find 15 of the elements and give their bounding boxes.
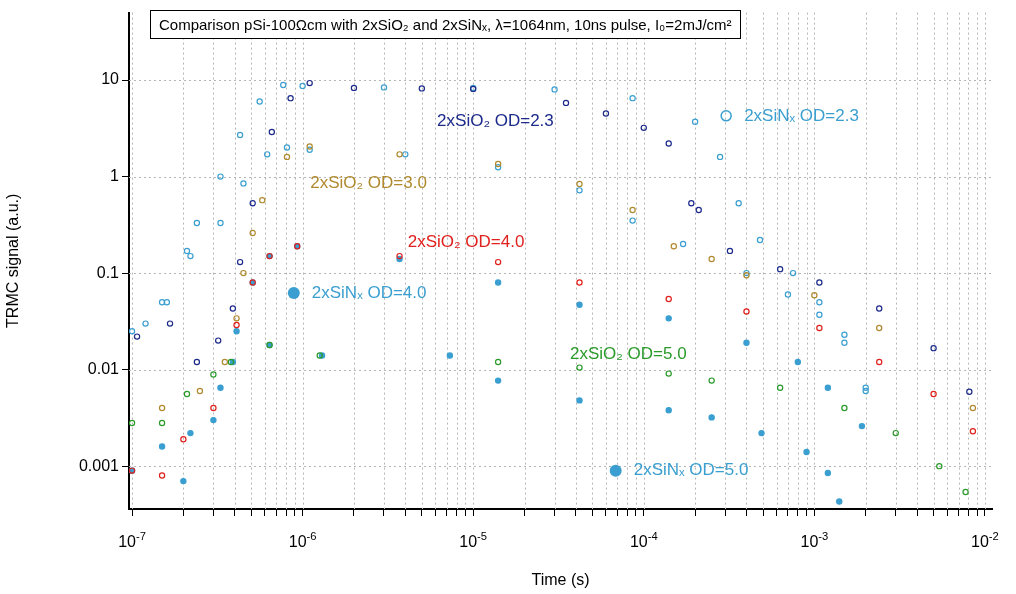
y-tick-label: 0.01 bbox=[87, 360, 120, 378]
x-axis-title: Time (s) bbox=[531, 570, 590, 588]
y-tick-label: 1 bbox=[110, 167, 120, 184]
y-axis-title: TRMC signal (a.u.) bbox=[4, 193, 22, 328]
text: 2xSiO₂ OD=4.0 bbox=[407, 231, 525, 251]
text: 2xSiO₂ OD=3.0 bbox=[310, 172, 427, 192]
y-tick-label: 0.1 bbox=[96, 263, 120, 281]
text: 2xSiO₂ OD=2.3 bbox=[437, 110, 554, 130]
chart-title: Comparison pSi-100Ωcm with 2xSiO₂ and 2xSiNₓ, λ=1064nm, 10ns pulse, I₀=2mJ/cm² bbox=[150, 10, 741, 39]
y-tick-label: 10 bbox=[101, 70, 120, 88]
text: 2xSiO₂ OD=5.0 bbox=[569, 343, 687, 363]
legend-label: 2xSiNₓ OD=4.0 bbox=[311, 282, 427, 302]
legend-label: 2xSiNₓ OD=5.0 bbox=[633, 460, 749, 480]
y-tick-label: 0.001 bbox=[78, 456, 120, 474]
legend-label: 2xSiNₓ OD=2.3 bbox=[744, 105, 859, 125]
